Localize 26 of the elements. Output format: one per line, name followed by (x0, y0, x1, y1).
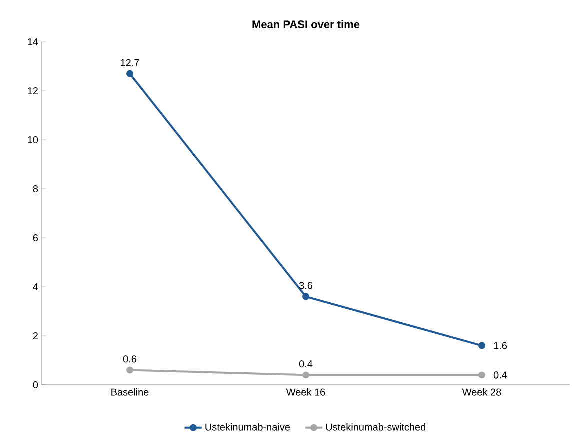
x-tick-label: Week 16 (286, 388, 326, 396)
x-tick-label: Week 28 (462, 388, 502, 396)
y-tick-label: 8 (33, 185, 38, 193)
data-label: 0.6 (123, 356, 137, 363)
data-label: 3.6 (299, 282, 313, 290)
point (126, 366, 134, 374)
data-label: 12.7 (121, 59, 140, 66)
point (126, 70, 134, 78)
x-tick-label: Baseline (112, 388, 149, 396)
point (302, 372, 310, 379)
legend-label: Ustekinumab-naive (206, 423, 290, 431)
point (302, 293, 310, 300)
point (478, 372, 486, 379)
legend-label: Ustekinumab-switched (326, 423, 426, 431)
data-label: 1.6 (494, 342, 507, 350)
chart-title: Mean PASI over time (252, 20, 360, 28)
y-tick-label: 6 (33, 234, 38, 242)
y-tick-label: 14 (28, 38, 38, 46)
y-tick-label: 12 (28, 88, 38, 94)
data-label: 0.4 (494, 372, 508, 379)
point (478, 342, 486, 350)
y-tick-label: 10 (28, 136, 38, 144)
y-tick-label: 0 (33, 381, 38, 389)
data-label: 0.4 (299, 360, 313, 368)
y-tick-label: 4 (33, 284, 38, 290)
y-tick-label: 2 (33, 332, 38, 340)
